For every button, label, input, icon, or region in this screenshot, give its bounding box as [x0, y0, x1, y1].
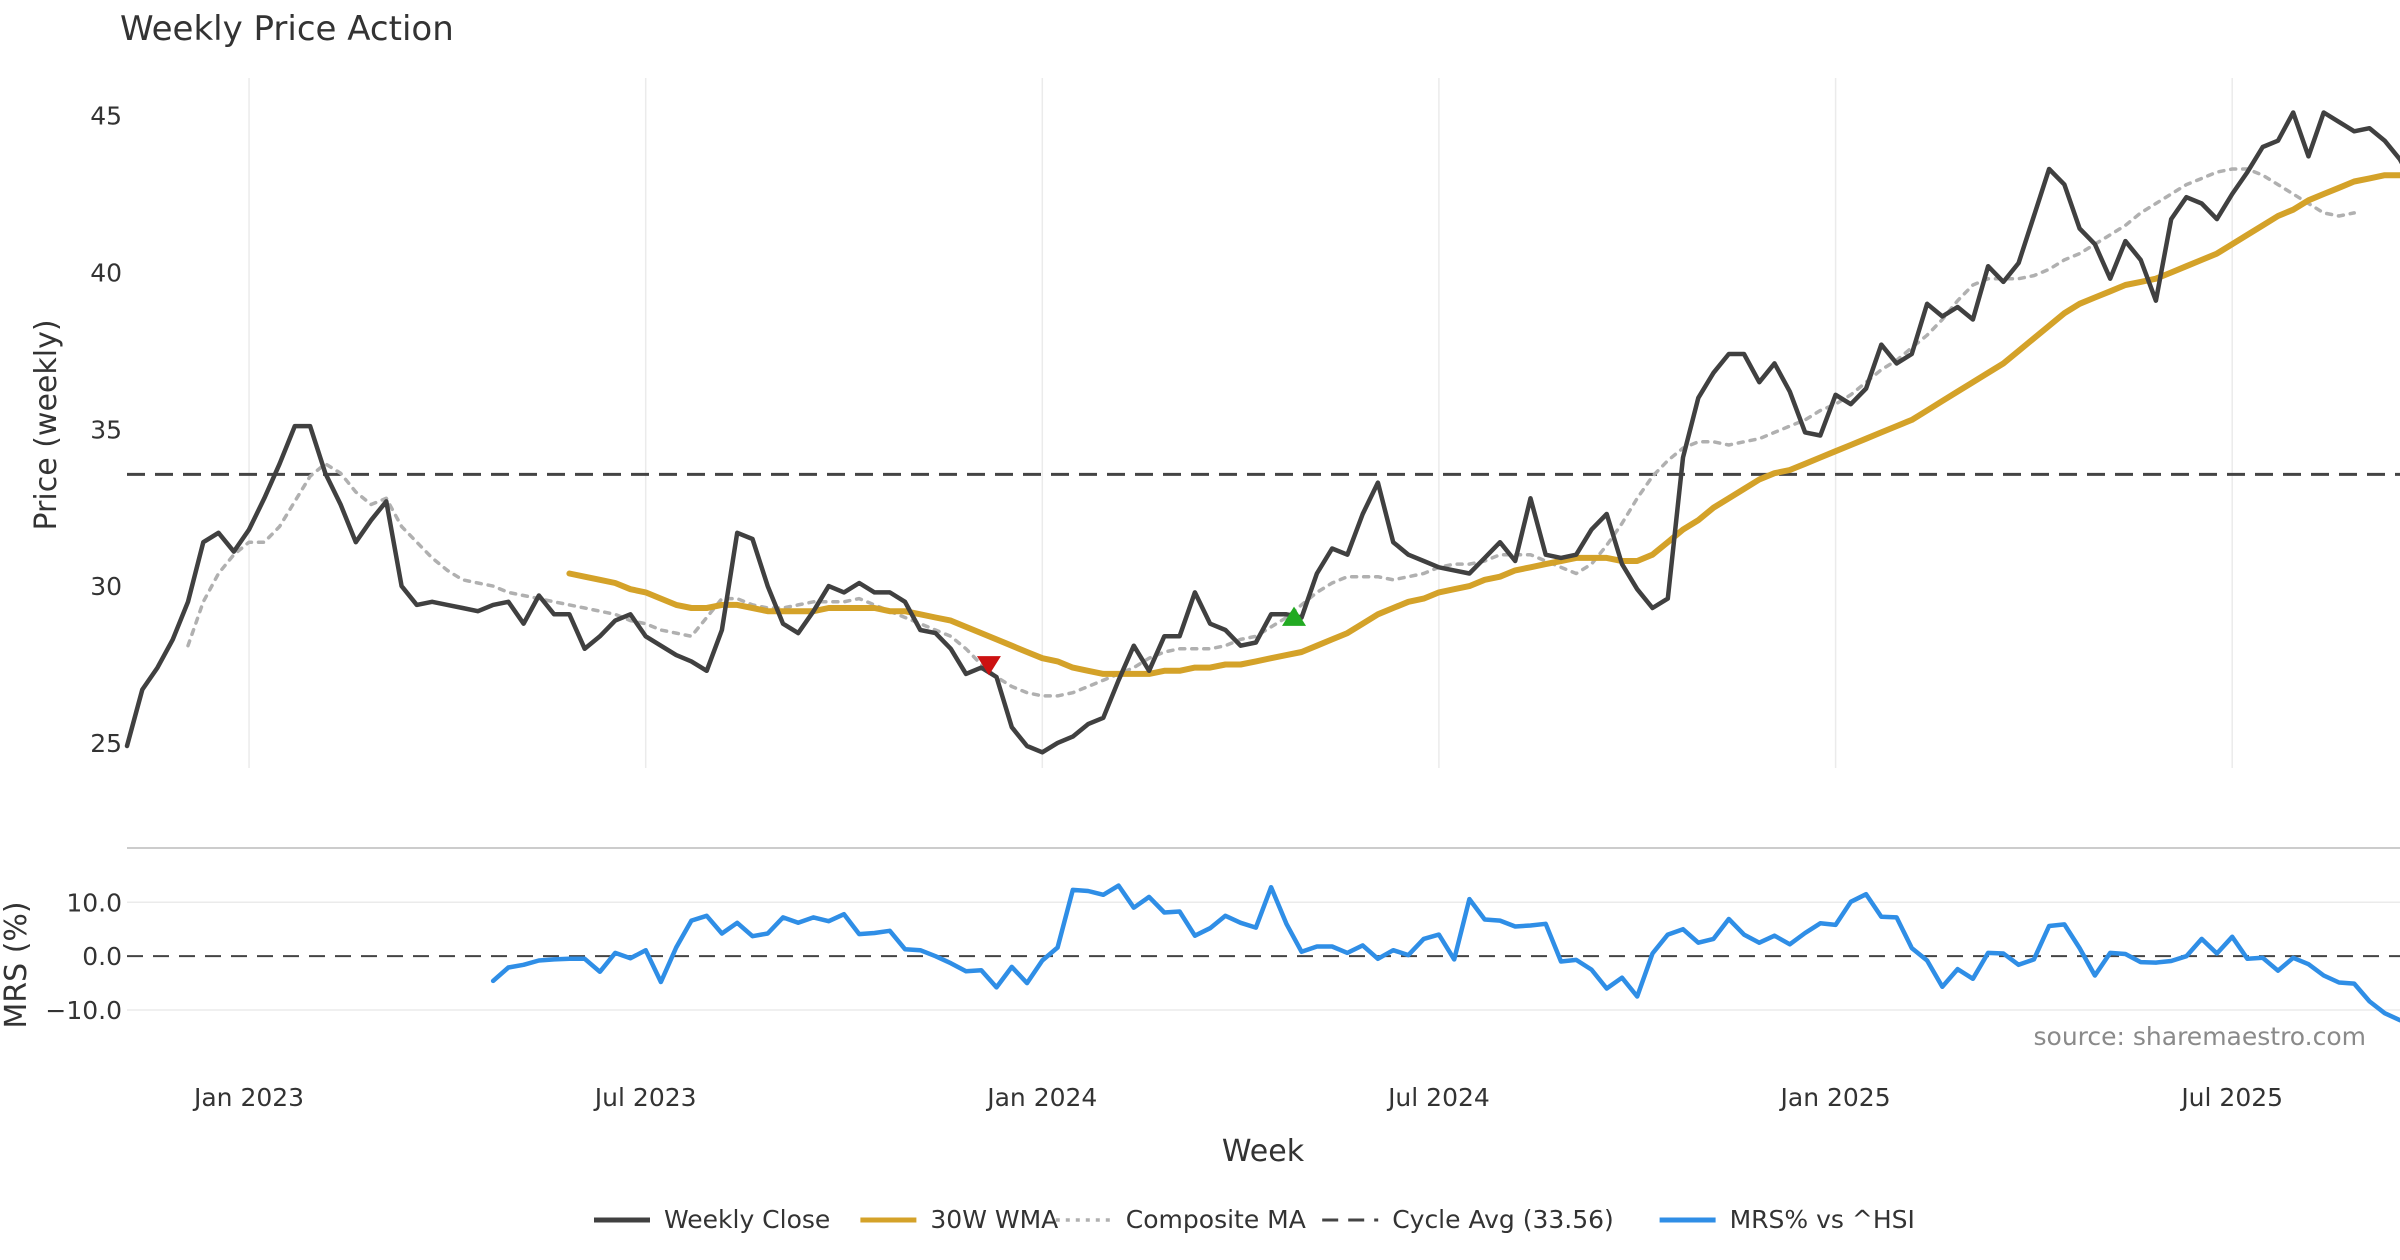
x-axis-label: Week — [1222, 1134, 1305, 1169]
chart-title: Weekly Price Action — [120, 9, 454, 49]
legend-label-weekly-close: Weekly Close — [664, 1205, 830, 1234]
mrs-y-tick-1: 0.0 — [82, 942, 122, 971]
x-tick-jul-2025: Jul 2025 — [2179, 1083, 2283, 1112]
mrs-panel: 10.0 0.0 −10.0 — [45, 883, 2400, 1025]
mrs-series-group — [490, 883, 2400, 1023]
legend-item-weekly-close: Weekly Close — [594, 1205, 830, 1234]
signal-markers — [976, 606, 1307, 676]
x-tick-jan-2024: Jan 2024 — [985, 1083, 1097, 1112]
price-y-tick-25: 25 — [90, 729, 122, 758]
mrs-y-tick-2: −10.0 — [45, 996, 122, 1025]
legend-item-composite-ma: Composite MA — [1055, 1205, 1306, 1234]
series-mrs-vs-hsi — [490, 883, 2400, 1023]
x-axis-ticks: Jan 2023 Jul 2023 Jan 2024 Jul 2024 Jan 2025… — [192, 1083, 2283, 1112]
price-y-ticks: 25 30 35 40 45 — [90, 102, 122, 758]
legend-label-30w-wma: 30W WMA — [930, 1205, 1058, 1234]
price-y-tick-35: 35 — [90, 415, 122, 444]
mrs-y-tick-0: 10.0 — [66, 888, 122, 917]
legend-item-mrs-vs-hsi: MRS% vs ^HSI — [1659, 1205, 1915, 1234]
x-tick-jul-2024: Jul 2024 — [1386, 1083, 1490, 1112]
price-y-tick-30: 30 — [90, 572, 122, 601]
legend-item-cycle-avg-33-56: Cycle Avg (33.56) — [1322, 1205, 1614, 1234]
series-30w-wma — [566, 172, 2400, 677]
legend-label-composite-ma: Composite MA — [1126, 1205, 1306, 1234]
price-y-tick-45: 45 — [90, 102, 122, 131]
price-panel: 25 30 35 40 45 — [90, 78, 2400, 768]
mrs-y-ticks: 10.0 0.0 −10.0 — [45, 888, 122, 1025]
legend: Weekly Close 30W WMA Composite MA Cycle Avg… — [594, 1205, 1915, 1234]
price-y-axis-label: Price (weekly) — [29, 319, 64, 530]
x-tick-jan-2025: Jan 2025 — [1779, 1083, 1891, 1112]
sell-signal-marker — [976, 656, 1001, 676]
mrs-y-axis-label: MRS (%) — [0, 901, 34, 1028]
x-tick-jan-2023: Jan 2023 — [192, 1083, 304, 1112]
price-y-tick-40: 40 — [90, 258, 122, 287]
legend-item-30w-wma: 30W WMA — [860, 1205, 1058, 1234]
series-composite-ma — [186, 167, 2356, 698]
series-weekly-close — [124, 110, 2400, 755]
buy-signal-marker — [1282, 606, 1307, 626]
legend-label-cycle-avg-33-56: Cycle Avg (33.56) — [1392, 1205, 1614, 1234]
price-series-group — [124, 110, 2400, 755]
legend-label-mrs-vs-hsi: MRS% vs ^HSI — [1730, 1205, 1915, 1234]
x-tick-jul-2023: Jul 2023 — [593, 1083, 697, 1112]
source-note: source: sharemaestro.com — [2034, 1022, 2367, 1051]
